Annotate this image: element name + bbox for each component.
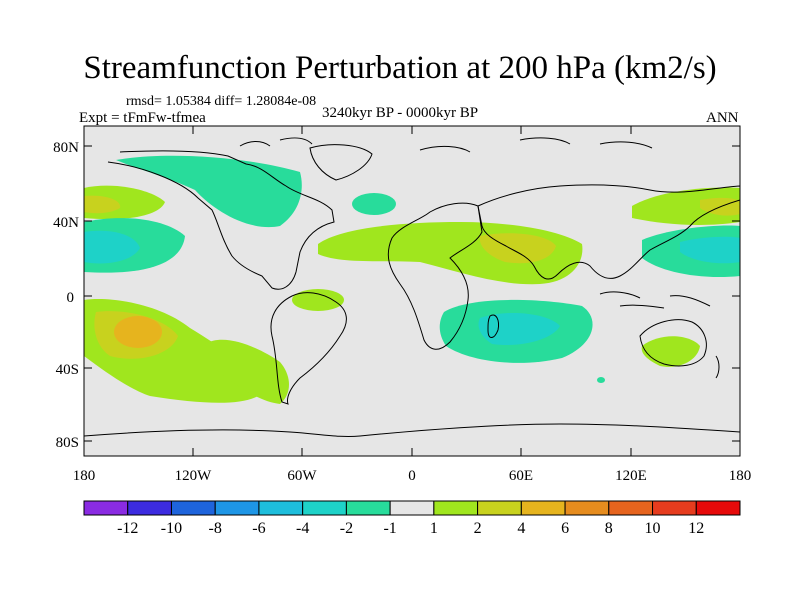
colorbar-swatch [83, 500, 129, 516]
colorbar-swatch [695, 500, 741, 516]
lat-label-40S: 40S [56, 362, 79, 378]
contour-indian-ocean-small-neg [597, 377, 605, 383]
colorbar-swatch [127, 500, 172, 516]
colorbar-swatch [214, 500, 260, 516]
colorbar-swatch [389, 500, 435, 516]
coastline-europe-africa [387, 202, 483, 350]
colorbar-swatch [520, 500, 566, 516]
period-label: 3240kyr BP - 0000kyr BP [322, 105, 479, 121]
colorbar-label: -8 [209, 520, 222, 537]
colorbar-swatch [258, 500, 304, 516]
coastline-australia [639, 319, 707, 367]
contour-nw-pacific-pos-core [84, 195, 121, 214]
contour-south-pacific-pos-center [114, 316, 162, 348]
coastlines [84, 137, 740, 438]
colorbar-label: -4 [296, 520, 309, 537]
longitude-axis: 180 120W 60W 0 60E 120E 180 [73, 126, 752, 484]
coastline-greenland [309, 144, 373, 181]
coastline-asia [477, 184, 740, 280]
colorbar-label: 6 [561, 520, 569, 537]
contour-indian-ocean-neg-core [478, 312, 560, 346]
contour-fill-layer [84, 155, 740, 404]
colorbar-swatch [302, 500, 347, 516]
colorbar-label: 4 [517, 520, 525, 537]
colorbar-label: -12 [117, 520, 138, 537]
colorbar-label: -6 [252, 520, 265, 537]
experiment-label: Expt = tFmFw-tfmea [79, 110, 206, 126]
contour-east-asia-pos [632, 187, 740, 225]
contour-pacific-neg-core [84, 230, 140, 264]
colorbar-swatch [433, 500, 479, 516]
colorbar-swatch [564, 500, 610, 516]
contour-south-atlantic-small-pos [292, 289, 344, 311]
contour-australia-pos [641, 336, 700, 367]
coastline-south-america [270, 292, 347, 405]
contour-eurasia-pos-core [479, 233, 556, 264]
colorbar-label: 10 [645, 520, 661, 537]
contour-south-america-pos [205, 339, 289, 404]
colorbar-swatch [170, 500, 216, 516]
colorbar: -12 -10 -8 -6 -4 -2 -1 1 2 4 6 8 10 12 [83, 500, 741, 537]
lon-label-0: 0 [408, 468, 416, 484]
contour-west-pacific-neg-core [680, 236, 740, 264]
colorbar-swatch [477, 500, 522, 516]
lat-label-40N: 40N [53, 215, 79, 231]
plot-title: Streamfunction Perturbation at 200 hPa (… [83, 50, 717, 86]
lon-label-180w: 180 [73, 468, 96, 484]
colorbar-label: 2 [474, 520, 482, 537]
coastline-madagascar [487, 314, 499, 338]
colorbar-swatch [652, 500, 697, 516]
coastline-new-zealand [715, 355, 720, 379]
colorbar-label: -2 [340, 520, 353, 537]
contour-north-america-neg [116, 155, 302, 228]
coastline-indonesia [599, 291, 711, 309]
lat-label-80S: 80S [56, 435, 79, 451]
coastline-arctic-islands [239, 137, 653, 153]
colorbar-swatch [608, 500, 654, 516]
colorbar-label: 1 [430, 520, 438, 537]
lon-label-60E: 60E [509, 468, 533, 484]
lon-label-60W: 60W [287, 468, 317, 484]
colorbar-label: -1 [383, 520, 396, 537]
lat-label-80N: 80N [53, 140, 79, 156]
colorbar-label: 12 [688, 520, 704, 537]
lon-label-120E: 120E [615, 468, 647, 484]
colorbar-label: -10 [161, 520, 182, 537]
coastline-north-america [107, 150, 335, 290]
colorbar-label: 8 [605, 520, 613, 537]
coastline-antarctica [84, 423, 740, 438]
colorbar-swatch [345, 500, 391, 516]
lat-label-0: 0 [67, 290, 75, 306]
lon-label-120W: 120W [175, 468, 213, 484]
contour-atlantic-small-neg [352, 193, 396, 215]
stats-text: rmsd= 1.05384 diff= 1.28084e-08 [126, 94, 317, 109]
season-label: ANN [706, 110, 739, 126]
latitude-axis: 80N 40N 0 40S 80S [53, 140, 740, 451]
lon-label-180e: 180 [729, 468, 752, 484]
